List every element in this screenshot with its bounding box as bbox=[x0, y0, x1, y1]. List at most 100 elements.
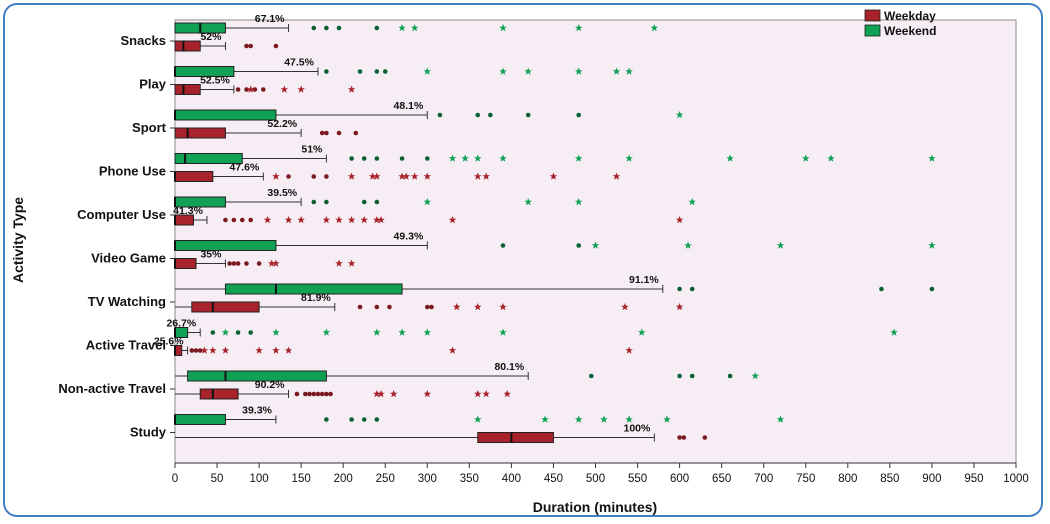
percent-label: 41.3% bbox=[173, 205, 203, 217]
outlier-point bbox=[252, 87, 258, 92]
outlier-point bbox=[576, 243, 581, 248]
box-play-weekday: 52.5% bbox=[174, 75, 356, 95]
x-tick-label: 750 bbox=[796, 473, 815, 485]
outlier-point bbox=[311, 391, 317, 397]
box-non-active-travel-weekday: 90.2% bbox=[175, 379, 511, 400]
outlier-point bbox=[374, 417, 380, 422]
outlier-point bbox=[324, 69, 329, 74]
percent-label: 39.5% bbox=[267, 187, 297, 199]
outlier-point bbox=[244, 43, 249, 49]
x-tick-label: 150 bbox=[292, 473, 311, 485]
percent-label: 52.2% bbox=[267, 118, 297, 130]
outlier-point bbox=[689, 286, 695, 292]
iqr-box bbox=[174, 109, 277, 121]
percent-label: 47.5% bbox=[284, 57, 314, 69]
y-tick-label: Phone Use bbox=[99, 164, 166, 179]
x-tick-label: 600 bbox=[670, 473, 689, 485]
outlier-point bbox=[189, 348, 195, 353]
outlier-point bbox=[273, 43, 279, 49]
percent-label: 26.7% bbox=[166, 318, 196, 330]
percent-label: 90.2% bbox=[255, 379, 285, 391]
x-tick-label: 950 bbox=[964, 473, 983, 485]
box-snacks-weekend: 67.1% bbox=[174, 13, 659, 34]
outlier-point bbox=[319, 391, 325, 397]
outlier-point bbox=[311, 174, 317, 179]
iqr-box bbox=[174, 414, 226, 425]
x-tick-label: 100 bbox=[250, 473, 269, 485]
x-axis-title: Duration (minutes) bbox=[533, 499, 657, 515]
box-phone-use-weekday: 47.6% bbox=[174, 162, 621, 182]
y-tick-label: Snacks bbox=[120, 33, 166, 48]
outlier-point bbox=[315, 391, 321, 397]
outlier-point bbox=[353, 130, 359, 136]
outlier-point bbox=[324, 174, 329, 179]
outlier-point bbox=[235, 87, 241, 92]
box-study-weekend: 39.3% bbox=[174, 405, 785, 425]
outlier-point bbox=[311, 25, 317, 31]
percent-label: 52.5% bbox=[200, 75, 230, 87]
outlier-point bbox=[349, 156, 354, 161]
iqr-box bbox=[199, 388, 239, 400]
iqr-box bbox=[477, 432, 554, 443]
percent-label: 39.3% bbox=[242, 405, 272, 417]
x-tick-label: 1000 bbox=[1003, 473, 1029, 485]
outlier-point bbox=[727, 373, 733, 379]
outlier-point bbox=[361, 156, 367, 161]
box-sport-weekend: 48.1% bbox=[174, 100, 684, 121]
outlier-point bbox=[244, 261, 249, 266]
outlier-point bbox=[311, 199, 317, 205]
percent-label: 91.1% bbox=[629, 274, 659, 286]
outlier-point bbox=[307, 391, 312, 397]
percent-label: 100% bbox=[624, 423, 652, 435]
x-tick-label: 50 bbox=[211, 473, 224, 485]
box-play-weekend: 47.5% bbox=[174, 57, 633, 77]
outlier-point bbox=[248, 217, 253, 223]
outlier-point bbox=[588, 373, 594, 379]
percent-label: 67.1% bbox=[255, 13, 285, 25]
y-tick-label: Non-active Travel bbox=[58, 381, 166, 396]
box-computer-use-weekday: 41.3% bbox=[173, 205, 684, 226]
legend: Weekday Weekend bbox=[864, 9, 936, 38]
outlier-point bbox=[425, 304, 430, 310]
percent-label: 80.1% bbox=[494, 361, 524, 373]
iqr-box bbox=[174, 258, 197, 269]
outlier-point bbox=[374, 304, 380, 310]
x-tick-label: 250 bbox=[376, 473, 395, 485]
box-active-travel-weekday: 25.6% bbox=[154, 336, 633, 356]
outlier-point bbox=[361, 199, 367, 205]
outlier-point bbox=[677, 373, 682, 379]
outlier-point bbox=[374, 199, 380, 205]
outlier-point bbox=[425, 156, 430, 161]
iqr-box bbox=[174, 40, 201, 52]
outlier-point bbox=[193, 348, 199, 353]
percent-label: 47.6% bbox=[230, 162, 260, 174]
x-tick-label: 900 bbox=[922, 473, 941, 485]
outlier-point bbox=[324, 25, 329, 31]
x-tick-label: 650 bbox=[712, 473, 731, 485]
outlier-point bbox=[328, 391, 333, 397]
outlier-point bbox=[231, 217, 237, 223]
outlier-point bbox=[286, 174, 291, 179]
y-tick-label: Study bbox=[130, 425, 167, 440]
outlier-point bbox=[677, 286, 682, 292]
percent-label: 35% bbox=[200, 249, 222, 261]
iqr-box bbox=[174, 240, 277, 251]
outlier-point bbox=[681, 435, 687, 440]
outlier-point bbox=[349, 417, 354, 422]
percent-label: 48.1% bbox=[394, 100, 424, 112]
outlier-point bbox=[261, 87, 266, 92]
percent-label: 81.9% bbox=[301, 292, 331, 304]
x-tick-label: 450 bbox=[544, 473, 563, 485]
outlier-point bbox=[256, 261, 262, 266]
x-tick-label: 200 bbox=[334, 473, 353, 485]
outlier-point bbox=[361, 417, 367, 422]
outlier-point bbox=[576, 112, 581, 118]
x-tick-label: 300 bbox=[418, 473, 437, 485]
outlier-point bbox=[689, 373, 695, 379]
outlier-point bbox=[357, 304, 363, 310]
iqr-box bbox=[174, 171, 214, 182]
outlier-point bbox=[500, 243, 506, 248]
y-tick-label: Computer Use bbox=[77, 207, 166, 222]
outlier-point bbox=[324, 199, 329, 205]
y-tick-label: Active Travel bbox=[86, 338, 166, 353]
